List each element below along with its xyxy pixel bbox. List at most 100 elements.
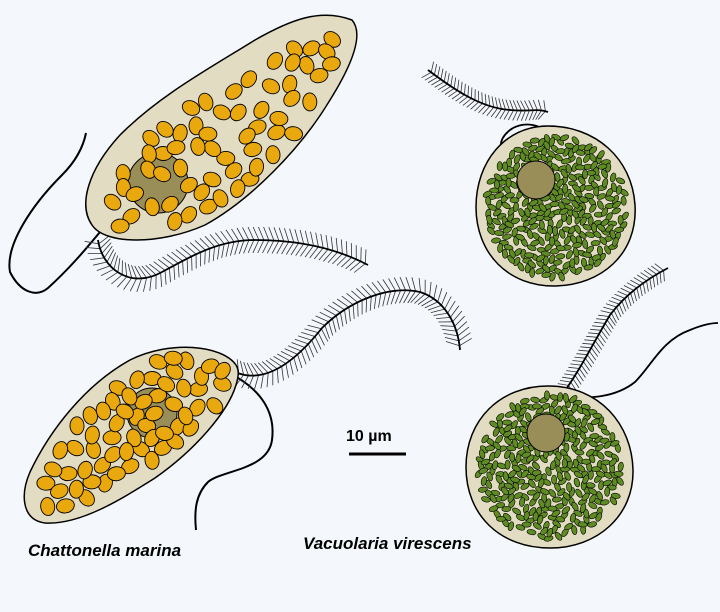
plastid	[559, 208, 569, 215]
mastigoneme	[323, 250, 334, 262]
mastigoneme	[284, 228, 290, 242]
mastigoneme	[289, 228, 295, 243]
plastid	[612, 237, 619, 247]
mastigoneme	[568, 366, 580, 369]
plastid	[526, 529, 537, 536]
mastigoneme	[236, 227, 245, 241]
plastid	[555, 253, 566, 260]
mastigoneme	[618, 303, 624, 315]
smooth-flagellum	[194, 377, 274, 531]
mastigoneme	[444, 88, 455, 95]
mastigoneme	[630, 292, 635, 304]
plastid	[604, 486, 611, 497]
mastigoneme	[390, 290, 396, 305]
golden-plastids	[103, 31, 341, 234]
plastid	[593, 258, 602, 268]
plastid	[50, 483, 69, 499]
plastid	[530, 239, 540, 247]
mastigoneme	[336, 255, 348, 266]
mastigoneme	[369, 296, 372, 311]
plastid	[584, 193, 595, 199]
plastid	[230, 179, 246, 198]
mastigoneme	[300, 350, 307, 365]
plastid	[510, 476, 520, 483]
mastigoneme	[313, 247, 324, 260]
plastid	[550, 460, 557, 471]
mastigoneme	[592, 344, 601, 354]
mastigoneme	[131, 265, 137, 279]
plastid	[180, 206, 198, 224]
mastigoneme	[307, 324, 322, 330]
mastigoneme	[157, 258, 170, 269]
golden-plastids	[36, 350, 232, 516]
mastigoneme	[332, 301, 345, 311]
plastid	[165, 363, 184, 380]
nucleus	[526, 413, 566, 453]
plastid	[555, 148, 566, 155]
mastigoneme	[427, 305, 442, 311]
mastigoneme	[605, 303, 617, 308]
plastid	[590, 240, 601, 246]
mastigoneme	[361, 285, 372, 297]
mastigoneme	[273, 227, 280, 241]
plastid	[577, 521, 588, 528]
plastid	[587, 521, 598, 528]
mastigoneme	[293, 357, 299, 372]
plastid	[536, 254, 545, 262]
mastigoneme	[458, 96, 469, 104]
plastid	[485, 445, 495, 452]
plastid	[544, 390, 550, 401]
plastid	[569, 512, 577, 523]
plastid	[302, 40, 321, 57]
plastid	[521, 521, 532, 528]
plastid	[480, 458, 491, 466]
mastigoneme	[448, 90, 458, 98]
plastid	[69, 416, 85, 436]
plastid	[564, 523, 574, 530]
mastigoneme	[214, 232, 225, 245]
mastigoneme	[162, 256, 175, 266]
plastid	[555, 450, 562, 461]
mastigoneme	[596, 318, 608, 321]
mastigoneme	[300, 244, 309, 257]
mastigoneme	[105, 271, 119, 281]
plastid	[589, 433, 600, 440]
mastigoneme	[430, 308, 445, 313]
plastid	[502, 419, 512, 426]
plastid	[582, 169, 588, 180]
mastigoneme	[212, 246, 215, 261]
plastid	[521, 147, 530, 156]
mastigoneme	[269, 358, 282, 367]
plastid	[481, 496, 491, 503]
mastigoneme	[340, 312, 344, 327]
mastigoneme	[430, 61, 434, 73]
mastigoneme	[447, 300, 456, 314]
mastigoneme	[254, 362, 264, 375]
plastid	[549, 201, 560, 208]
mastigoneme	[243, 361, 249, 376]
mastigoneme	[433, 284, 438, 299]
mastigoneme	[399, 277, 406, 291]
plastid	[582, 251, 592, 258]
mastigoneme	[417, 295, 430, 305]
mastigoneme	[437, 83, 448, 91]
plastid	[180, 176, 198, 194]
plastid	[502, 471, 509, 482]
mastigoneme	[277, 353, 291, 362]
mastigoneme	[474, 103, 483, 112]
plastid	[505, 177, 512, 188]
vacuolaria-cell-bottom	[465, 263, 719, 549]
mastigoneme	[481, 92, 483, 104]
plastid	[569, 395, 578, 404]
mastigoneme	[266, 240, 275, 254]
plastid	[248, 157, 265, 177]
mastigoneme	[457, 326, 470, 337]
mastigoneme	[314, 336, 322, 350]
mastigoneme	[516, 110, 522, 121]
mastigoneme	[562, 376, 574, 380]
mastigoneme	[450, 75, 453, 87]
plastid	[538, 498, 546, 509]
mastigoneme	[169, 267, 171, 283]
mastigoneme	[323, 308, 337, 316]
mastigoneme	[462, 98, 472, 106]
